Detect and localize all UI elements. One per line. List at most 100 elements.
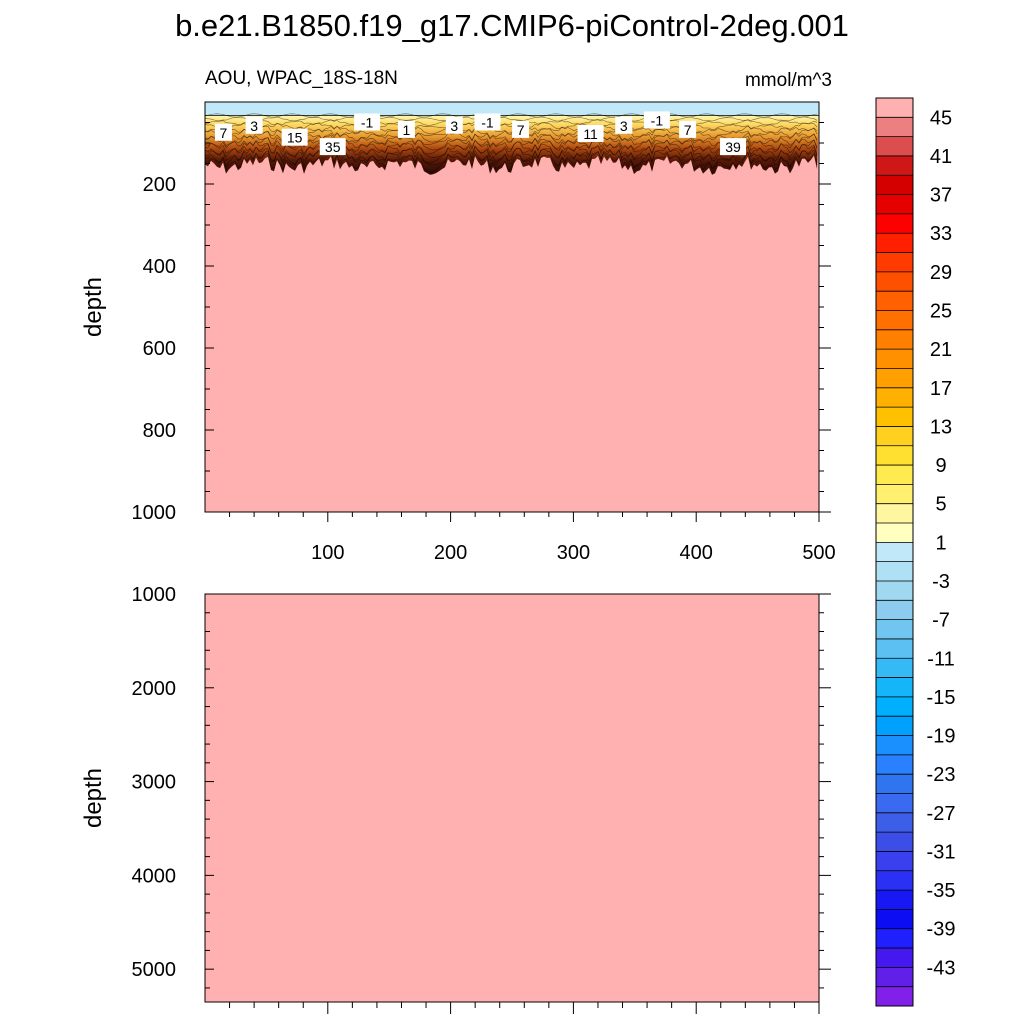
colorbar-label: 41 <box>930 146 952 168</box>
lower-y-axis: 1000 2000 3000 4000 5000 <box>132 584 831 989</box>
colorbar-swatch <box>876 503 913 524</box>
contour-label-text: 3 <box>620 118 628 134</box>
contour-line <box>205 150 818 173</box>
colorbar-swatch <box>876 329 913 350</box>
colorbar-label: -23 <box>927 764 956 786</box>
colorbar-swatch <box>876 252 913 273</box>
contour-line <box>205 119 818 126</box>
colorbar-swatch <box>876 387 913 408</box>
upper-x-axis: 100 200 300 400 500 <box>229 512 836 564</box>
x-tick-label: 400 <box>680 542 713 564</box>
contour-line <box>205 139 818 155</box>
colorbar-swatch <box>876 310 913 331</box>
colorbar-swatch <box>876 600 913 621</box>
colorbar-label: 45 <box>930 107 952 129</box>
lower-background <box>205 594 819 1002</box>
colorbar-swatch <box>876 117 913 138</box>
x-tick-label: 100 <box>311 542 344 564</box>
contour-label-text: 7 <box>517 122 525 138</box>
colorbar-swatch <box>876 774 913 794</box>
colorbar-swatch <box>876 735 913 756</box>
y-tick-label: 200 <box>143 174 176 196</box>
figure-title: b.e21.B1850.f19_g17.CMIP6-piControl-2deg… <box>175 8 849 43</box>
colorbar-swatch <box>876 967 913 988</box>
contour-label-text: 11 <box>583 126 598 142</box>
contour-label-box <box>512 120 530 138</box>
contour-label-text: -1 <box>481 115 494 131</box>
contour-label: -1 <box>474 113 501 131</box>
contour-label-text: 7 <box>220 125 228 141</box>
colorbar-swatch <box>876 928 913 949</box>
y-tick-label: 1000 <box>132 584 177 606</box>
colorbar-frame <box>875 97 914 1007</box>
colorbar-label: -27 <box>927 803 956 825</box>
contour-label: 35 <box>319 138 346 156</box>
x-tick-label: 300 <box>557 542 590 564</box>
contour-label-box <box>214 123 232 141</box>
colorbar-labels: 45 41 37 33 29 25 21 17 13 9 5 1 -3 -7 -11 -15 -19 -23 -27… <box>927 107 956 979</box>
colorbar-label: 37 <box>930 185 952 207</box>
contour-label-text: 15 <box>287 130 303 146</box>
colorbar-label: -3 <box>932 571 950 593</box>
colorbar-swatch <box>876 812 913 833</box>
colorbar-swatch <box>876 696 913 717</box>
colorbar-swatch <box>876 368 913 389</box>
contour-label-text: 35 <box>325 139 341 155</box>
colorbar-swatch <box>876 851 913 872</box>
colorbar-swatch <box>876 580 913 601</box>
panel-left-label: AOU, WPAC_18S-18N <box>205 68 398 89</box>
colorbar-label: 13 <box>930 416 952 438</box>
y-tick-label: 4000 <box>132 865 177 887</box>
colorbar-swatch <box>876 233 913 253</box>
colorbar-swatch <box>876 870 913 891</box>
contour-label-text: -1 <box>651 112 664 128</box>
colorbar-label: 25 <box>930 301 952 323</box>
colorbar-swatch <box>876 523 913 543</box>
colorbar-label: 21 <box>930 339 952 361</box>
contour-label: 7 <box>214 123 232 141</box>
contour-label-text: 3 <box>450 118 458 134</box>
colorbar-swatch <box>876 986 913 1007</box>
contour-label: 3 <box>615 116 633 134</box>
contour-label: 11 <box>577 124 604 142</box>
colorbar-swatch <box>876 291 913 311</box>
contour-label: 39 <box>720 138 747 156</box>
colorbar-swatch <box>876 484 913 505</box>
contour-label-box <box>397 120 415 138</box>
colorbar-swatch <box>876 561 913 582</box>
upper-y-label: depth <box>80 277 107 337</box>
colorbar-swatch <box>876 754 913 775</box>
colorbar-swatch <box>876 677 913 698</box>
colorbar-swatch <box>876 136 913 157</box>
lower-frame <box>204 593 820 1003</box>
x-tick-label: 500 <box>802 542 835 564</box>
upper-panel: 7 3 15 35 -1 1 3 -1 7 11 3 -1 7 39 <box>205 102 819 512</box>
contour-label-box <box>445 116 463 134</box>
upper-background <box>205 102 819 512</box>
colorbar-label: 29 <box>930 262 952 284</box>
y-tick-label: 3000 <box>132 772 177 794</box>
contour-label: 3 <box>445 116 463 134</box>
colorbar-swatch <box>876 909 913 930</box>
colorbar-label: -15 <box>927 687 956 709</box>
contour-label-box <box>720 138 747 156</box>
colorbar-swatch <box>876 832 913 852</box>
colorbar-label: -7 <box>932 610 950 632</box>
x-tick-label: 200 <box>434 542 467 564</box>
contour-label-text: 7 <box>684 122 692 138</box>
contour-line <box>205 145 818 164</box>
colorbar-swatch <box>876 793 913 814</box>
contour-line <box>205 149 818 169</box>
contour-label-box <box>281 128 308 146</box>
contour-label: 7 <box>512 120 530 138</box>
colorbar-label: -35 <box>927 880 956 902</box>
colorbar-swatch <box>876 948 913 968</box>
contour-label: 3 <box>245 116 263 134</box>
contour-label: 1 <box>397 120 415 138</box>
contour-labels: 7 3 15 35 -1 1 3 -1 7 11 3 -1 7 39 <box>214 111 747 156</box>
colorbar-swatch <box>876 542 913 563</box>
colorbar-swatch <box>876 658 913 678</box>
y-tick-label: 400 <box>143 256 176 278</box>
colorbar-swatch <box>876 213 913 234</box>
colorbar-label: 1 <box>935 532 946 554</box>
